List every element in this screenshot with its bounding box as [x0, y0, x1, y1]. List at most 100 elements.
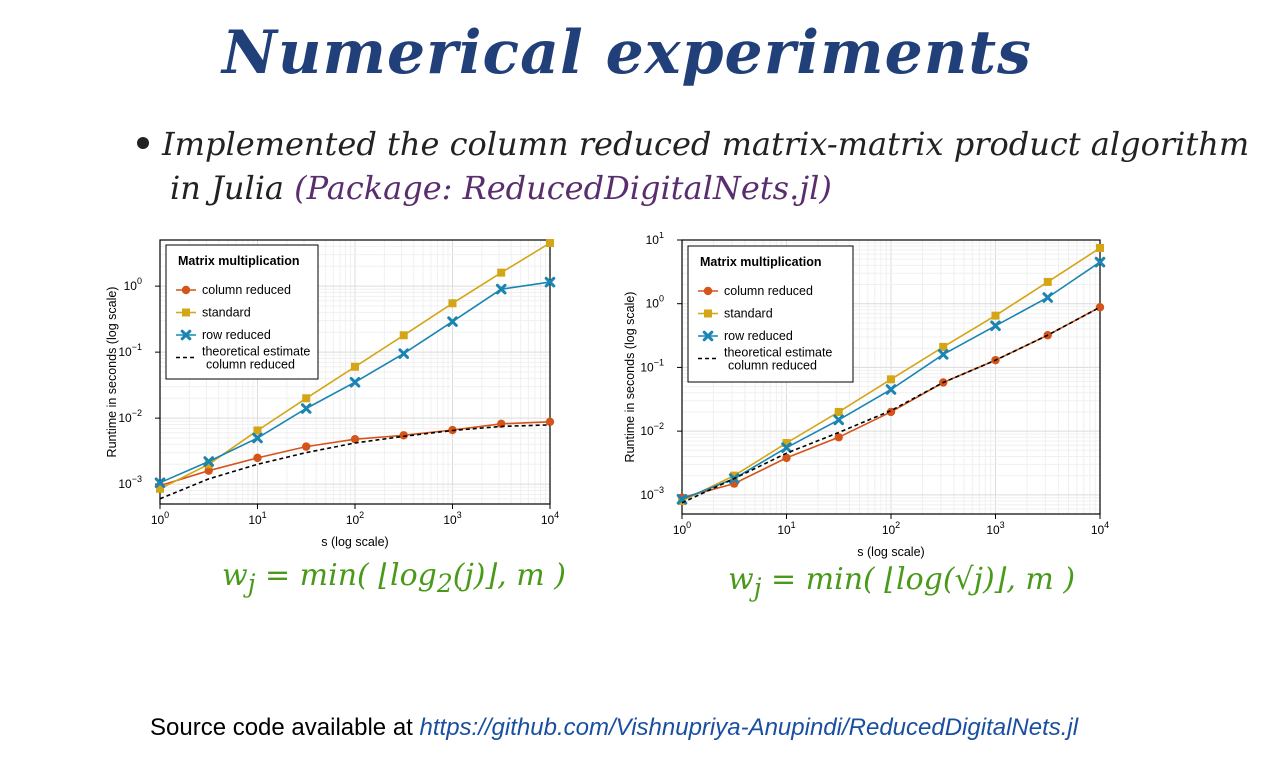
data-point — [349, 376, 361, 388]
x-tick-label: 100 — [673, 520, 691, 537]
legend-label: theoretical estimate — [202, 345, 310, 359]
legend-marker — [180, 329, 192, 341]
y-tick-exponent: 0 — [137, 276, 142, 286]
data-point — [204, 460, 213, 469]
y-tick-label: 10−2 — [640, 421, 664, 438]
formula-left-sub: j — [247, 569, 256, 598]
formula-left-suffix: (j)⌋, m ) — [452, 558, 566, 593]
data-point — [887, 375, 895, 384]
y-axis-label: Runtime in seconds (log scale) — [105, 287, 119, 458]
data-point — [351, 362, 359, 371]
data-point — [730, 471, 739, 480]
formula-left: wj = min( ⌊log2(j)⌋, m ) — [222, 558, 566, 598]
y-tick-label: 100 — [646, 294, 664, 311]
data-point — [991, 311, 1000, 320]
legend-label: row reduced — [202, 328, 271, 342]
x-tick-exponent: 4 — [554, 510, 559, 520]
data-point — [834, 433, 843, 442]
x-tick-exponent: 1 — [262, 510, 267, 520]
y-tick-label: 10−3 — [640, 485, 664, 502]
data-point — [448, 299, 457, 308]
series-3 — [159, 424, 551, 500]
formula-left-sub2: 2 — [436, 569, 453, 598]
x-tick-exponent: 3 — [1000, 520, 1005, 530]
formula-right-eq: = min( ⌊log(√j)⌋, m ) — [761, 562, 1076, 597]
slide-title: Numerical experiments — [222, 18, 1032, 88]
legend-marker — [703, 286, 713, 296]
data-point — [886, 407, 896, 417]
x-tick-label: 103 — [443, 510, 461, 527]
x-tick-label: 101 — [248, 510, 266, 527]
series-0 — [155, 417, 555, 490]
data-point — [253, 426, 262, 435]
data-point — [252, 432, 263, 444]
data-point — [1043, 277, 1052, 286]
data-point — [447, 316, 458, 327]
x-tick-exponent: 2 — [359, 510, 364, 520]
y-tick-exponent: −2 — [132, 408, 142, 418]
y-tick-exponent: −1 — [654, 357, 664, 367]
x-tick-exponent: 4 — [1104, 520, 1109, 530]
x-tick-label: 103 — [986, 520, 1004, 537]
x-tick-exponent: 0 — [686, 520, 691, 530]
formula-right: wj = min( ⌊log(√j)⌋, m ) — [728, 562, 1075, 602]
data-point — [833, 414, 845, 426]
formula-left-eq: = min( ⌊log — [255, 558, 437, 593]
x-tick-label: 100 — [151, 510, 169, 527]
x-tick-label: 101 — [777, 520, 795, 537]
y-tick-label: 100 — [124, 276, 142, 293]
legend: Matrix multiplication column reduced stand… — [687, 245, 854, 383]
series-line — [159, 424, 551, 500]
y-tick-exponent: 1 — [659, 232, 664, 240]
bullet-dot-icon — [137, 137, 149, 149]
x-tick-label: 104 — [541, 510, 559, 527]
bullet-line-2-prefix: in Julia — [170, 169, 295, 207]
legend-label: column reduced — [206, 358, 295, 372]
data-point — [1095, 303, 1105, 312]
source-note: Source code available at https://github.… — [150, 714, 1078, 742]
x-tick-exponent: 3 — [457, 510, 462, 520]
legend-label: column reduced — [724, 284, 813, 298]
legend-title: Matrix multiplication — [178, 254, 300, 268]
data-point — [154, 477, 166, 489]
package-name: (Package: ReducedDigitalNets.jl) — [294, 169, 832, 207]
data-point — [834, 407, 843, 416]
legend-label: row reduced — [724, 329, 793, 343]
source-link[interactable]: https://github.com/Vishnupriya-Anupindi/… — [419, 714, 1079, 741]
formula-right-w: w — [728, 562, 754, 597]
y-tick-label: 10−2 — [118, 408, 142, 425]
formula-right-sub: j — [753, 573, 762, 602]
bullet-line-2: in Julia (Package: ReducedDigitalNets.jl… — [170, 166, 832, 210]
data-point — [990, 320, 1001, 332]
bullet-line-1: Implemented the column reduced matrix-ma… — [162, 125, 1250, 163]
y-tick-label: 101 — [646, 232, 664, 247]
data-point — [204, 466, 213, 475]
legend-label: standard — [724, 307, 773, 321]
x-tick-label: 102 — [882, 520, 900, 537]
data-point — [546, 239, 554, 248]
legend-label: theoretical estimate — [724, 346, 832, 360]
data-point — [350, 434, 360, 444]
data-point — [253, 453, 262, 463]
legend: Matrix multiplication column reduced stand… — [165, 244, 319, 380]
data-point — [495, 283, 507, 295]
y-axis-label: Runtime in seconds (log scale) — [623, 292, 637, 463]
legend-marker — [182, 308, 190, 317]
y-tick-label: 10−1 — [118, 342, 142, 359]
series-2 — [676, 256, 1106, 505]
source-prefix: Source code available at — [150, 714, 420, 741]
y-tick-exponent: −3 — [132, 474, 142, 484]
y-tick-exponent: −1 — [132, 342, 142, 352]
series-1 — [156, 239, 554, 493]
legend-label: standard — [202, 306, 251, 320]
legend-marker — [702, 330, 714, 342]
data-point — [939, 342, 948, 351]
data-point — [885, 384, 897, 395]
data-point — [544, 276, 556, 288]
x-tick-exponent: 2 — [895, 520, 900, 530]
x-tick-exponent: 1 — [791, 520, 796, 530]
y-tick-exponent: −3 — [654, 485, 664, 495]
legend-marker — [181, 285, 191, 295]
data-point — [1096, 243, 1104, 252]
